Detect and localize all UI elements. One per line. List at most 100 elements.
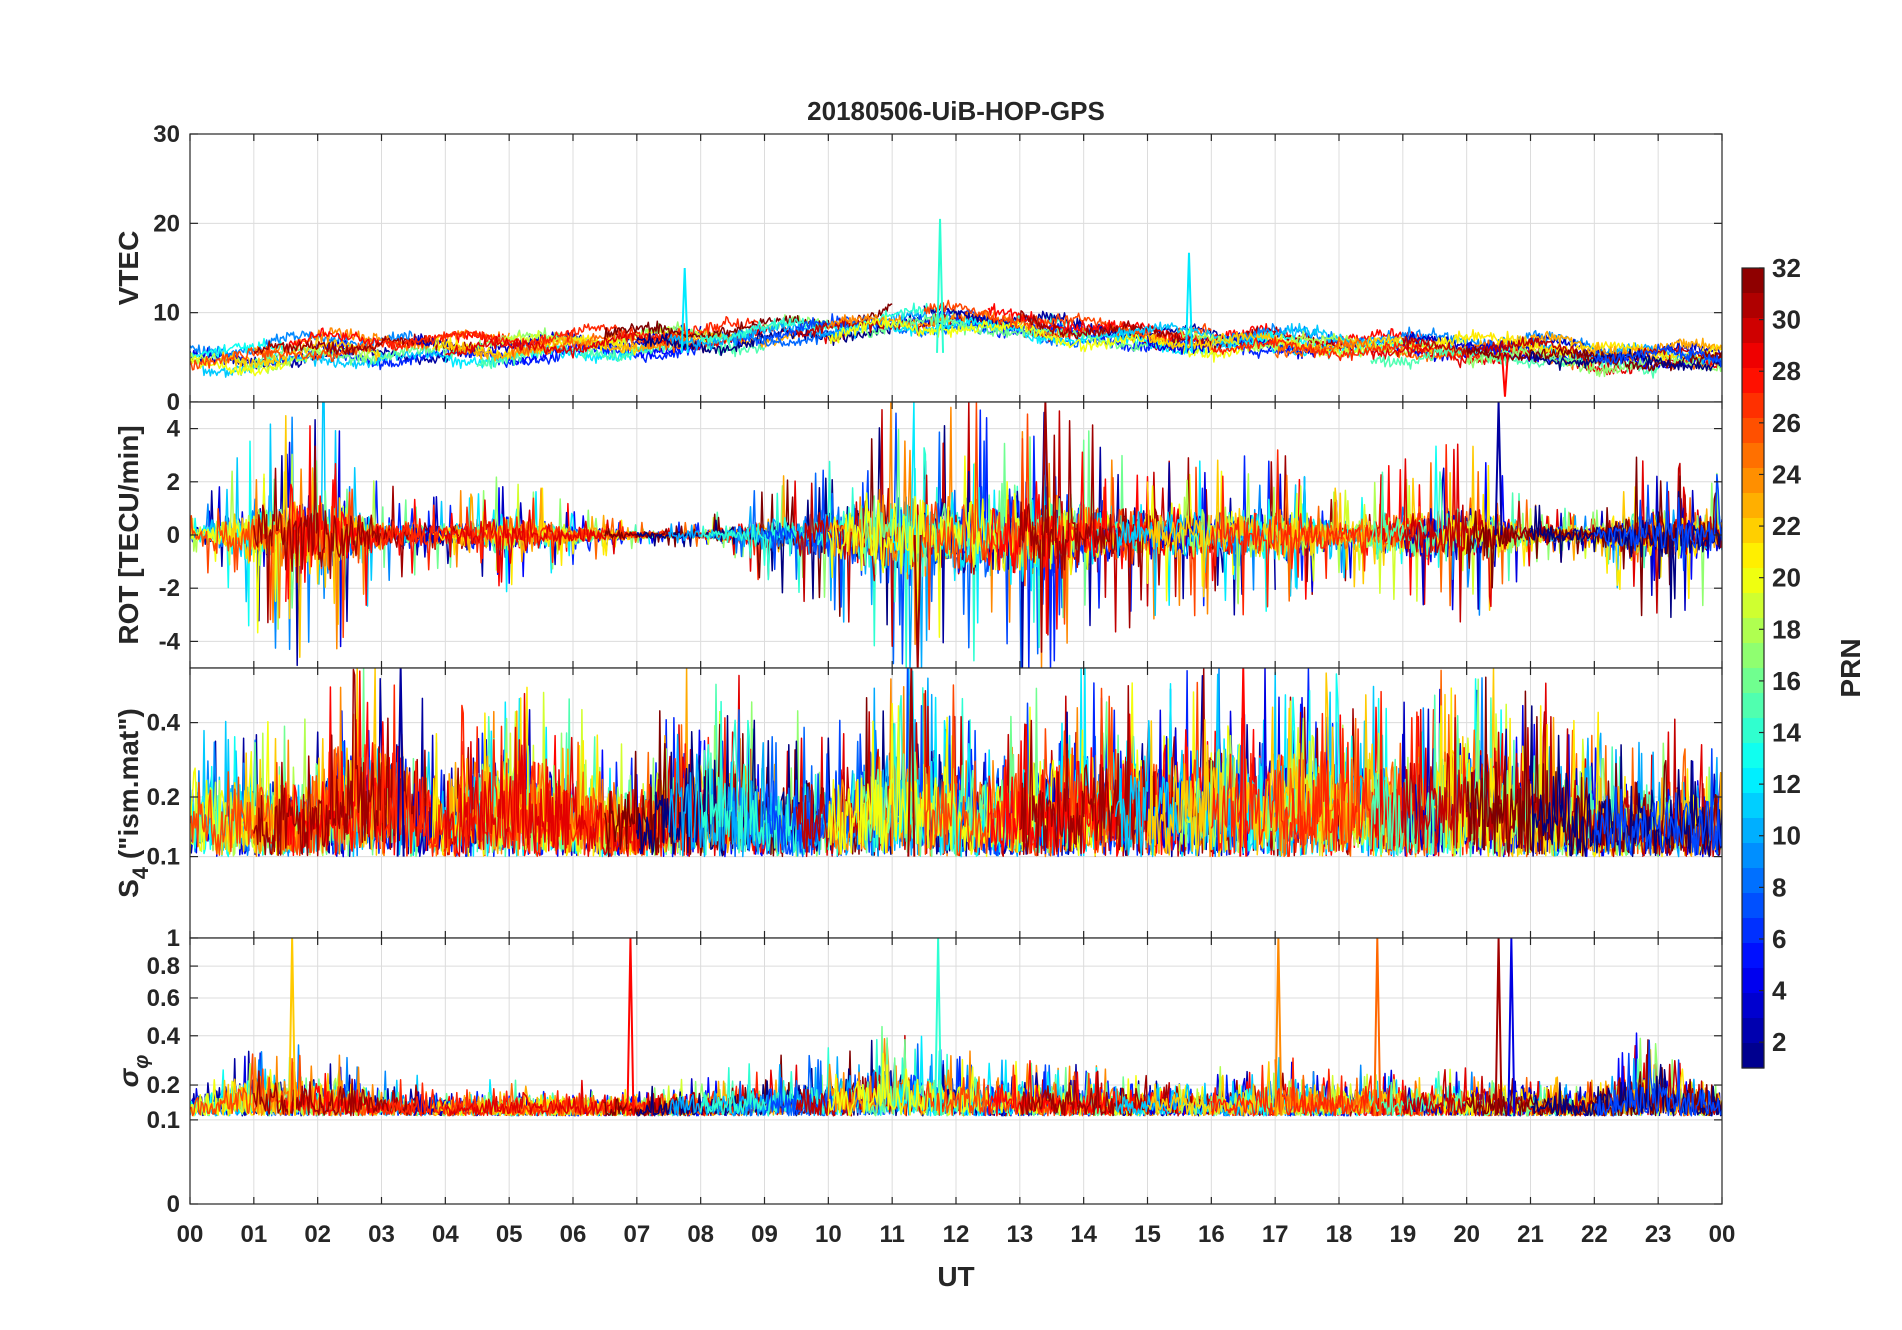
colorbar-band — [1742, 818, 1764, 844]
trace-prn-16 — [859, 313, 1149, 352]
trace-prn-8 — [731, 315, 1117, 348]
x-tick-label: 16 — [1198, 1221, 1225, 1248]
x-tick-label: 21 — [1517, 1221, 1544, 1248]
colorbar-tick-label: 12 — [1772, 769, 1801, 799]
x-tick-label: 06 — [560, 1221, 587, 1248]
trace-prn-21 — [1434, 328, 1722, 362]
colorbar-band — [1742, 743, 1764, 769]
colorbar-tick-label: 2 — [1772, 1027, 1786, 1057]
colorbar-tick-label: 10 — [1772, 821, 1801, 851]
colorbar-tick-label: 4 — [1772, 976, 1787, 1006]
y-tick-label: 20 — [153, 210, 180, 237]
colorbar-band — [1742, 868, 1764, 894]
feature-spike — [1274, 938, 1283, 1116]
trace-prn-27 — [380, 684, 766, 858]
trace-prn-1 — [1529, 348, 1722, 372]
y-tick-label: 0.4 — [147, 1023, 181, 1050]
trace-group — [190, 402, 1722, 668]
y-axis-label-rot: ROT [TECU/min] — [113, 425, 144, 644]
feature-spike — [396, 668, 405, 857]
x-tick-label: 09 — [751, 1221, 778, 1248]
feature-spike — [1507, 938, 1516, 1116]
chart-title: 20180506-UiB-HOP-GPS — [807, 96, 1105, 126]
y-tick-label: 0.2 — [147, 784, 180, 811]
colorbar-band — [1742, 668, 1764, 694]
x-tick-label: 08 — [687, 1221, 714, 1248]
trace-group — [190, 668, 1722, 858]
panel-sigma: 0 0.1 0.2 0.4 0.6 0.81 σφ — [113, 925, 1723, 1218]
y-axis-vtec: 0 10 20 30 — [153, 121, 1723, 416]
feature-spike — [1500, 352, 1509, 397]
colorbar-band — [1742, 943, 1764, 969]
y-tick-label: 0.6 — [147, 985, 180, 1012]
panel-s4: 0.1 0.2 0.4S4 ("ism.mat") — [113, 667, 1723, 939]
trace-prn-7 — [1593, 343, 1722, 368]
feature-spike — [934, 938, 943, 1116]
feature-spike — [680, 267, 689, 353]
colorbar-tick-label: 22 — [1772, 511, 1801, 541]
trace-prn-7 — [1593, 474, 1722, 572]
colorbar-band — [1742, 443, 1764, 469]
trace-prn-11 — [202, 346, 445, 378]
x-axis-label: UT — [937, 1261, 974, 1292]
x-tick-label: 11 — [879, 1221, 904, 1248]
colorbar-band — [1742, 843, 1764, 869]
feature-spike — [1184, 252, 1193, 353]
y-tick-label: 0.1 — [147, 1107, 180, 1134]
x-tick-label: 10 — [815, 1221, 842, 1248]
x-tick-label: 03 — [368, 1221, 395, 1248]
y-tick-label: 0 — [167, 389, 180, 416]
trace-prn-23 — [1529, 330, 1722, 361]
colorbar-band — [1742, 993, 1764, 1019]
colorbar-band — [1742, 468, 1764, 494]
trace-prn-26 — [923, 299, 1212, 343]
colorbar-tick-label: 6 — [1772, 924, 1786, 954]
colorbar-band — [1742, 393, 1764, 419]
feature-spike — [1494, 938, 1503, 1116]
y-axis-label-sigma: σφ — [113, 1055, 153, 1088]
colorbar-band — [1742, 293, 1764, 319]
colorbar-band — [1742, 768, 1764, 794]
y-tick-label: 0.8 — [147, 953, 180, 980]
colorbar-band — [1742, 918, 1764, 944]
y-tick-label: 0.2 — [147, 1072, 180, 1099]
x-tick-label: 07 — [623, 1221, 650, 1248]
x-tick-label: 12 — [943, 1221, 970, 1248]
y-tick-label: 30 — [153, 121, 180, 148]
x-tick-label: 14 — [1070, 1221, 1097, 1248]
y-tick-label: 0 — [167, 1191, 180, 1218]
feature-spike — [913, 534, 922, 668]
colorbar-band — [1742, 593, 1764, 619]
y-tick-label: 0.1 — [147, 844, 180, 871]
x-tick-label: 04 — [432, 1221, 459, 1248]
x-tick-label: 20 — [1453, 1221, 1480, 1248]
feature-spike — [1239, 668, 1248, 857]
x-axis: 00 01 02 03 04 05 06 07 08 09 10 11 12 13 14 15 16 17 18 19… — [177, 1221, 1736, 1248]
colorbar-band — [1742, 568, 1764, 594]
x-tick-label: 23 — [1645, 1221, 1672, 1248]
x-tick-label: 00 — [1709, 1221, 1736, 1248]
colorbar-band — [1742, 268, 1764, 294]
colorbar-tick-label: 8 — [1772, 872, 1786, 902]
x-tick-label: 13 — [1006, 1221, 1033, 1248]
colorbar-band — [1742, 968, 1764, 994]
y-tick-label: 10 — [153, 300, 180, 327]
x-tick-label: 01 — [240, 1221, 267, 1248]
x-tick-label: 18 — [1326, 1221, 1353, 1248]
colorbar-tick-label: 26 — [1772, 408, 1801, 438]
feature-spike — [936, 218, 945, 353]
colorbar-band — [1742, 893, 1764, 919]
colorbar-band — [1742, 518, 1764, 544]
colorbar-tick-label: 14 — [1772, 718, 1801, 748]
colorbar-tick-label: 30 — [1772, 305, 1801, 335]
colorbar-band — [1742, 543, 1764, 569]
trace-prn-20 — [190, 471, 286, 634]
trace-prn-7 — [1593, 748, 1722, 857]
colorbar-tick-label: 20 — [1772, 563, 1801, 593]
feature-spike — [626, 938, 635, 1116]
y-axis-sigma: 0 0.1 0.2 0.4 0.6 0.81 — [147, 925, 1723, 1218]
trace-group — [190, 218, 1722, 397]
